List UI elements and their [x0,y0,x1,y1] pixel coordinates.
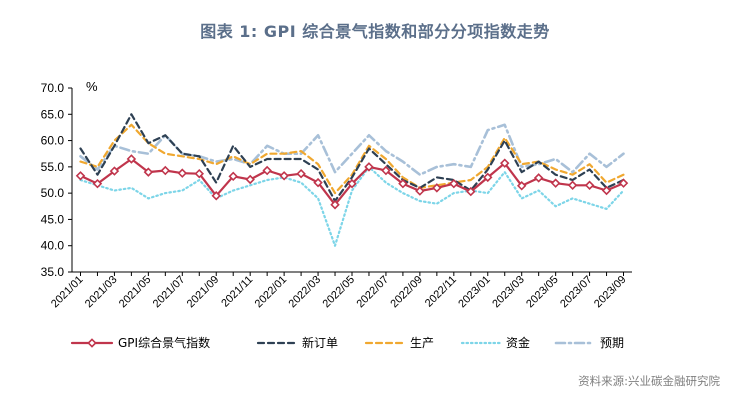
data-point [296,168,306,179]
series-1 [79,113,625,203]
legend-item: 生产 [364,336,434,350]
data-point [347,178,357,189]
x-tick-label: 2022/09 [388,274,425,311]
legend: GPI综合景气指数 新订单 生产 资金 预期 [70,335,624,350]
series-line [79,165,625,247]
series-line [79,113,625,203]
data-point [211,191,221,201]
data-point [92,178,103,189]
data-point [550,178,561,188]
data-point [567,180,578,190]
x-tick-label: 2021/01 [49,274,86,311]
x-tick-label: 2022/03 [287,274,324,311]
x-tick-label: 2021/05 [117,274,154,311]
data-point [415,186,425,196]
chart-title: 图表 1: GPI 综合景气指数和部分分项指数走势 [200,22,550,41]
data-point [364,162,374,172]
data-point [499,158,510,168]
data-point [601,185,612,196]
data-point [126,154,137,164]
data-point [432,183,442,193]
data-point [194,168,205,179]
y-tick-label: 60.0 [41,134,65,148]
data-point [466,186,476,197]
legend-marker [87,338,97,348]
y-tick-label: 45.0 [41,212,65,226]
series-line [79,123,625,195]
x-tick-label: 2022/07 [354,274,391,311]
series-line [79,123,625,176]
data-point [313,177,323,188]
x-tick-label: 2021/07 [151,274,188,311]
legend-item: GPI综合景气指数 [70,335,210,350]
legend-item: 资金 [460,335,530,350]
data-point [75,171,86,181]
legend-label: 生产 [410,336,434,350]
data-point [381,165,391,176]
y-tick-label: 50.0 [41,186,65,200]
data-point [330,199,340,210]
x-tick-label: 2023/05 [524,274,561,311]
x-tick-label: 2023/09 [592,274,629,311]
x-tick-label: 2021/09 [185,274,222,311]
data-point [618,178,629,188]
data-point [228,171,238,182]
y-unit-label: % [86,79,98,94]
x-tick-label: 2022/01 [253,274,290,311]
data-point [533,173,544,183]
legend-label: 资金 [506,335,530,350]
x-tick-label: 2021/11 [219,274,255,310]
series-4 [79,123,625,176]
data-point [160,165,171,176]
y-tick-label: 40.0 [41,239,65,253]
data-point [516,181,527,191]
data-point [279,171,289,181]
data-point [245,174,255,185]
series-3 [79,165,625,247]
data-point [449,178,459,189]
x-tick-label: 2023/03 [490,274,527,311]
y-tick-label: 65.0 [41,107,65,121]
series-layer [75,113,629,247]
data-point [143,167,154,177]
x-tick-label: 2022/05 [321,274,358,311]
y-tick-label: 55.0 [41,160,65,174]
series-2 [79,123,625,195]
y-tick-label: 35.0 [41,265,65,279]
legend-item: 预期 [554,336,624,350]
data-point [584,180,595,190]
x-tick-label: 2021/03 [83,274,120,311]
series-0 [75,154,629,210]
data-point [109,166,120,176]
legend-label: 预期 [600,336,624,350]
data-point [483,172,493,183]
legend-item: 新订单 [256,335,338,350]
data-point [262,165,272,176]
legend-label: GPI综合景气指数 [118,335,210,350]
data-point [177,168,188,178]
legend-label: 新订单 [302,335,338,350]
x-tick-label: 2022/11 [423,274,459,310]
y-tick-label: 70.0 [41,81,65,95]
data-point [398,178,408,189]
x-tick-label: 2023/01 [456,274,493,311]
x-tick-label: 2023/07 [558,274,595,311]
source-note: 资料来源:兴业碳金融研究院 [578,374,720,388]
